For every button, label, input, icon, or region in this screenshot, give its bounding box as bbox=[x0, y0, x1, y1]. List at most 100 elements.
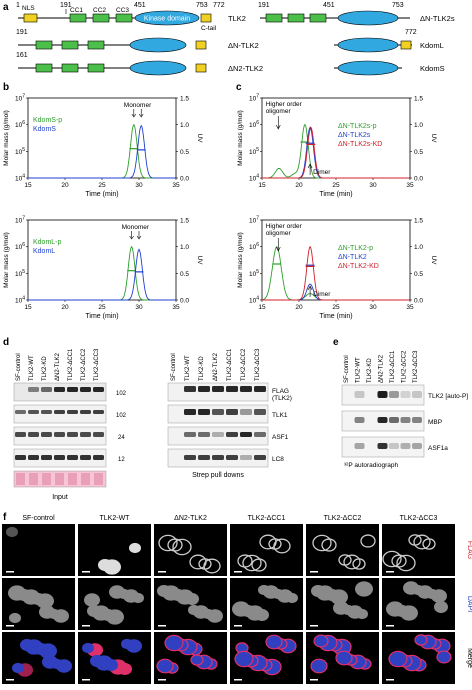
band bbox=[28, 387, 39, 392]
legend-entry: KdomL-p bbox=[33, 239, 62, 246]
x-tick-label: 15 bbox=[24, 182, 32, 189]
nucleus bbox=[259, 534, 277, 550]
column-label: TLK2-WT bbox=[100, 515, 131, 522]
panel-label-c: c bbox=[236, 82, 242, 93]
band bbox=[240, 455, 252, 460]
y-tick-label: 107 bbox=[249, 216, 259, 225]
legend-entry: ΔN-TLK2 bbox=[338, 254, 367, 261]
nucleus bbox=[242, 554, 262, 572]
x-tick-label: 20 bbox=[295, 182, 303, 189]
blot-pd-asf1 bbox=[167, 426, 269, 446]
band bbox=[354, 443, 365, 449]
ponceau-lane bbox=[42, 473, 51, 485]
band bbox=[412, 417, 422, 423]
row-label-tlk1: TLK1 bbox=[272, 412, 288, 419]
band bbox=[389, 391, 399, 398]
chart-c-top: 15 20 25 30 35 Time (min) 104 105 106 107 Molar ma… bbox=[237, 94, 437, 199]
band bbox=[226, 432, 238, 437]
band bbox=[198, 432, 210, 437]
svg-text:ASF1a: ASF1a bbox=[428, 445, 448, 452]
band bbox=[41, 387, 52, 392]
y-tick-label: 106 bbox=[15, 242, 25, 251]
lane-label: ΔN2-TLK2 bbox=[55, 352, 61, 381]
x-tick-label: 30 bbox=[369, 304, 377, 311]
y-tick-label: 105 bbox=[249, 147, 259, 156]
scale-bar bbox=[6, 679, 14, 681]
band bbox=[41, 432, 52, 437]
band bbox=[80, 432, 91, 437]
nucleus bbox=[312, 534, 332, 552]
lane-label: TLK2-ΔCC1 bbox=[227, 348, 233, 381]
svg-text:772: 772 bbox=[405, 29, 417, 36]
micrograph bbox=[78, 632, 151, 684]
y-tick-label: 107 bbox=[15, 216, 25, 225]
channel-label: FLAG bbox=[466, 541, 472, 559]
svg-text:753: 753 bbox=[392, 2, 404, 9]
svg-text:102: 102 bbox=[116, 413, 127, 419]
ponceau-lane bbox=[94, 473, 103, 485]
svg-text:191: 191 bbox=[16, 29, 28, 36]
nucleus bbox=[237, 554, 253, 568]
plot-frame bbox=[27, 97, 177, 179]
y2-tick-label: 1.0 bbox=[180, 122, 189, 129]
ponceau-lane bbox=[68, 473, 77, 485]
scale-bar bbox=[82, 679, 90, 681]
band bbox=[15, 432, 26, 437]
x-tick-label: 25 bbox=[98, 304, 106, 311]
y2-tick-label: 0.5 bbox=[414, 271, 423, 278]
autoradiograph-label: ³²P autoradiograph bbox=[344, 462, 398, 469]
panels-b-c: b c 15 20 25 30 35 Time (min) 104 105 106 107 Mola… bbox=[0, 80, 472, 330]
lane-label: TLK2-ΔCC3 bbox=[413, 350, 419, 383]
band bbox=[93, 455, 104, 460]
lane-label: TLK2-ΔCC3 bbox=[94, 348, 100, 381]
panel-d: d SF-control TLK2-WT TLK2-KD ΔN2-TLK2 TLK2-Δ… bbox=[0, 335, 330, 505]
nucleus bbox=[360, 534, 376, 548]
y-tick-label: 106 bbox=[249, 242, 259, 251]
x-tick-label: 25 bbox=[332, 182, 340, 189]
y-tick-label: 105 bbox=[15, 147, 25, 156]
sec-mals-charts: b c 15 20 25 30 35 Time (min) 104 105 106 107 Mola… bbox=[3, 82, 437, 320]
nucleus bbox=[82, 642, 94, 654]
x-axis-label: Time (min) bbox=[85, 191, 118, 198]
panel-label-f: f bbox=[3, 512, 7, 523]
y2-axis-label: UV bbox=[430, 255, 437, 265]
input-label: Input bbox=[52, 494, 68, 501]
nucleus bbox=[188, 604, 200, 616]
nucleus bbox=[403, 581, 419, 595]
svg-text:CC2: CC2 bbox=[93, 7, 106, 14]
band bbox=[226, 386, 238, 392]
x-tick-label: 30 bbox=[135, 304, 143, 311]
scale-bar bbox=[82, 625, 90, 627]
panel-f: f SF-control TLK2-WT ΔN2-TLK2 TLK2-ΔCC1 TLK2… bbox=[0, 510, 472, 685]
band bbox=[54, 455, 65, 460]
nls-box bbox=[23, 13, 38, 23]
scale-bar bbox=[234, 625, 242, 627]
legend-entry: KdomS bbox=[33, 126, 56, 133]
nucleus bbox=[109, 585, 125, 599]
nucleus bbox=[121, 638, 133, 650]
band bbox=[93, 410, 104, 414]
nucleus bbox=[172, 538, 192, 556]
svg-text:C-tail: C-tail bbox=[201, 25, 217, 32]
series-line bbox=[28, 248, 176, 301]
band bbox=[54, 387, 65, 392]
kinase-domain bbox=[134, 10, 200, 26]
nucleus bbox=[42, 655, 58, 669]
lane-label: TLK2-ΔCC2 bbox=[402, 350, 408, 383]
series-line bbox=[262, 126, 410, 179]
annotation-dimer: Dimer bbox=[313, 169, 331, 176]
scale-bar bbox=[82, 571, 90, 573]
band bbox=[67, 387, 78, 392]
band bbox=[240, 432, 252, 437]
nucleus bbox=[98, 559, 112, 571]
band bbox=[254, 386, 266, 392]
lane-label: TLK2-ΔCC1 bbox=[68, 348, 74, 381]
scale-bar bbox=[386, 679, 394, 681]
x-tick-label: 15 bbox=[258, 304, 266, 311]
x-tick-label: 20 bbox=[295, 304, 303, 311]
nucleus bbox=[386, 601, 404, 617]
ponceau-lane bbox=[55, 473, 64, 485]
band bbox=[226, 409, 238, 415]
y2-tick-label: 1.0 bbox=[414, 244, 423, 251]
legend-entry: ΔN-TLK2-KD bbox=[338, 263, 379, 270]
